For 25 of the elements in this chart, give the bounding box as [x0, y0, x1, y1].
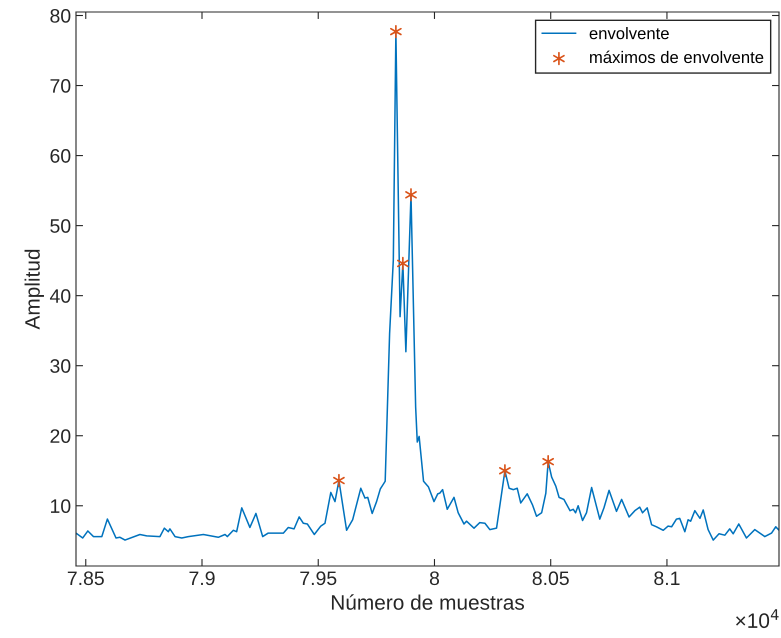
- y-axis-title: Amplitud: [24, 250, 44, 330]
- point: [333, 474, 345, 488]
- x-axis-title: Número de muestras: [332, 594, 524, 610]
- x-tick-label: 7.85: [68, 571, 104, 586]
- y-tick-label: 70: [50, 79, 70, 93]
- text: ×10$^{4}$: [736, 609, 779, 628]
- x-tick-label: 7.95: [300, 571, 336, 586]
- x-tick-label: 8.1: [654, 571, 680, 586]
- y-tick-label: 60: [50, 149, 70, 163]
- x-tick-label: 8.05: [532, 571, 569, 586]
- point: [396, 256, 409, 270]
- y-tick-label: 20: [50, 429, 70, 443]
- legend-label: envolvente: [590, 27, 669, 40]
- legend-label: máximos de envolvente: [590, 50, 764, 64]
- y-tick-label: 10: [50, 499, 70, 514]
- point: [390, 24, 402, 38]
- x-tick-label: 7.9: [189, 571, 215, 586]
- y-tick-label: 30: [50, 359, 70, 373]
- x-tick-label: 8: [430, 571, 440, 586]
- point: [405, 188, 417, 202]
- point: [499, 464, 511, 478]
- y-tick-label: 40: [50, 289, 70, 303]
- y-tick-label: 80: [50, 8, 70, 23]
- y-tick-label: 50: [50, 219, 70, 233]
- point: [542, 455, 554, 468]
